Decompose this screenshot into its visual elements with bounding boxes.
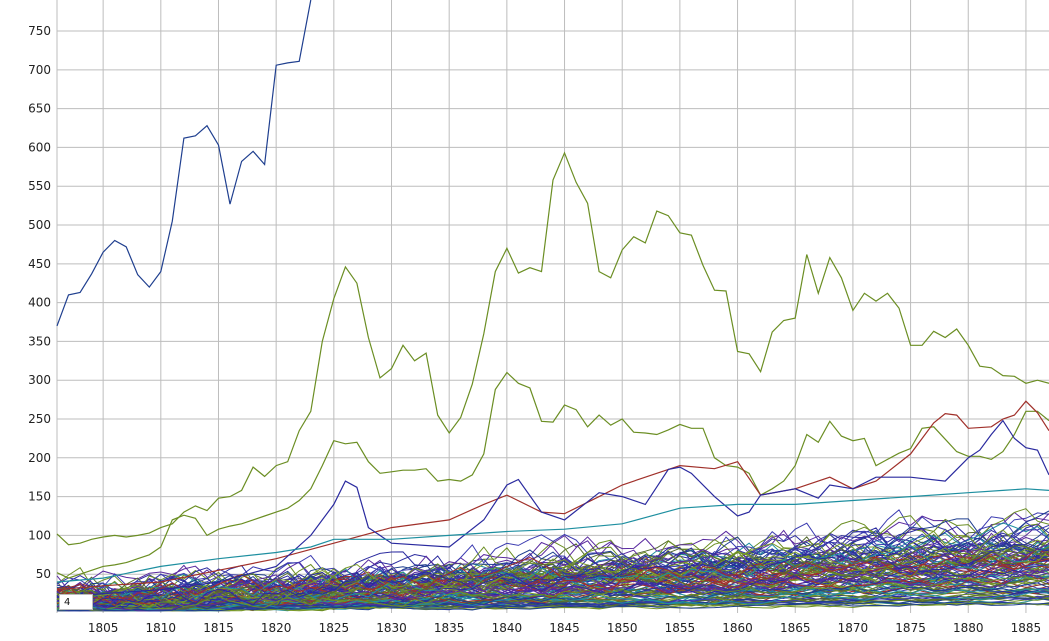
x-tick-label: 1815 [203,621,234,635]
x-tick-label: 1810 [146,621,177,635]
background-series-line [56,576,1049,611]
background-series-line [56,570,1049,610]
background-series-line [56,543,1049,607]
grid [56,0,1049,613]
y-tick-label: 750 [28,24,51,38]
background-series-line [56,565,1049,607]
background-series-bundle [56,508,1049,612]
background-series-line [56,573,1049,612]
x-tick-label: 1875 [895,621,926,635]
background-series-line [56,593,1049,611]
x-tick-label: 1845 [549,621,580,635]
series-line-4 [56,400,1049,591]
background-series-line [56,549,1049,612]
x-tick-label: 1885 [1011,621,1042,635]
y-tick-label: 350 [28,334,51,348]
y-tick-label: 600 [28,140,51,154]
x-tick-label: 1880 [953,621,984,635]
y-tick-label: 200 [28,451,51,465]
x-tick-label: 1855 [665,621,696,635]
background-series-line [56,542,1049,606]
y-tick-label: 100 [28,528,51,542]
background-series-line [56,558,1049,604]
background-series-line [57,601,1049,612]
background-series-line [56,544,1049,606]
background-series-line [56,590,1049,612]
y-tick-label: 150 [28,490,51,504]
axis-labels: 1805 1810 1815 1820 1825 1830 1835 1840 1845 1850… [28,24,1041,635]
x-tick-label: 1840 [492,621,523,635]
background-series-line [56,526,1049,612]
x-tick-label: 1820 [261,621,292,635]
series-layer [56,0,1049,599]
x-tick-label: 1865 [780,621,811,635]
background-series-line [56,508,1049,612]
series-line-2 [56,151,1049,546]
zoom-input[interactable]: 4 [59,594,93,610]
x-tick-label: 1870 [838,621,869,635]
x-tick-label: 1830 [376,621,407,635]
y-tick-label: 700 [28,63,51,77]
x-tick-label: 1805 [88,621,119,635]
background-series-line [56,555,1049,603]
x-tick-label: 1850 [607,621,638,635]
y-tick-label: 650 [28,102,51,116]
y-tick-label: 500 [28,218,51,232]
y-tick-label: 250 [28,412,51,426]
background-series-line [56,509,1049,590]
x-tick-label: 1835 [434,621,465,635]
series-line-5 [56,419,1049,599]
y-tick-label: 300 [28,373,51,387]
x-tick-label: 1825 [319,621,350,635]
series-line-6 [56,488,1049,583]
y-tick-label: 550 [28,179,51,193]
background-series-line [56,582,1049,612]
background-series-line [56,535,1049,611]
x-tick-label: 1860 [722,621,753,635]
background-series-line [56,545,1049,605]
y-tick-label: 50 [36,567,51,581]
series-line-1 [56,0,312,327]
y-tick-label: 450 [28,257,51,271]
series-line-3 [56,371,1049,579]
background-series-line [56,543,1049,611]
y-tick-label: 400 [28,296,51,310]
